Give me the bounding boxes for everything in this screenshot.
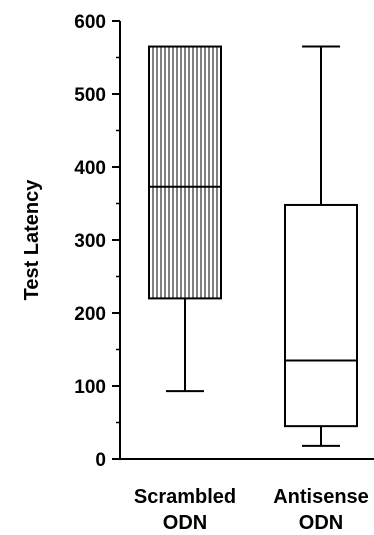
iqr-box xyxy=(148,45,222,300)
category-label-line2: ODN xyxy=(163,512,207,534)
y-tick-label-500: 500 xyxy=(74,85,106,106)
category-label-line2: ODN xyxy=(299,512,343,534)
category-label-line1: Antisense xyxy=(273,486,369,508)
y-tick-label-0: 0 xyxy=(95,450,106,471)
category-label-line1: Scrambled xyxy=(134,486,236,508)
box-2 xyxy=(284,45,358,447)
y-tick-label-600: 600 xyxy=(74,12,106,33)
y-tick-label-100: 100 xyxy=(74,377,106,398)
boxes xyxy=(148,45,358,447)
y-tick-label-400: 400 xyxy=(74,158,106,179)
axes: 0 100 200 300 400 500 600 xyxy=(74,12,374,471)
y-tick-label-300: 300 xyxy=(74,231,106,252)
iqr-box xyxy=(284,203,358,428)
box-1 xyxy=(148,45,222,393)
y-tick-label-200: 200 xyxy=(74,304,106,325)
y-axis-title: Test Latency xyxy=(21,179,43,301)
category-labels: Scrambled ODN Antisense ODN xyxy=(134,486,369,534)
